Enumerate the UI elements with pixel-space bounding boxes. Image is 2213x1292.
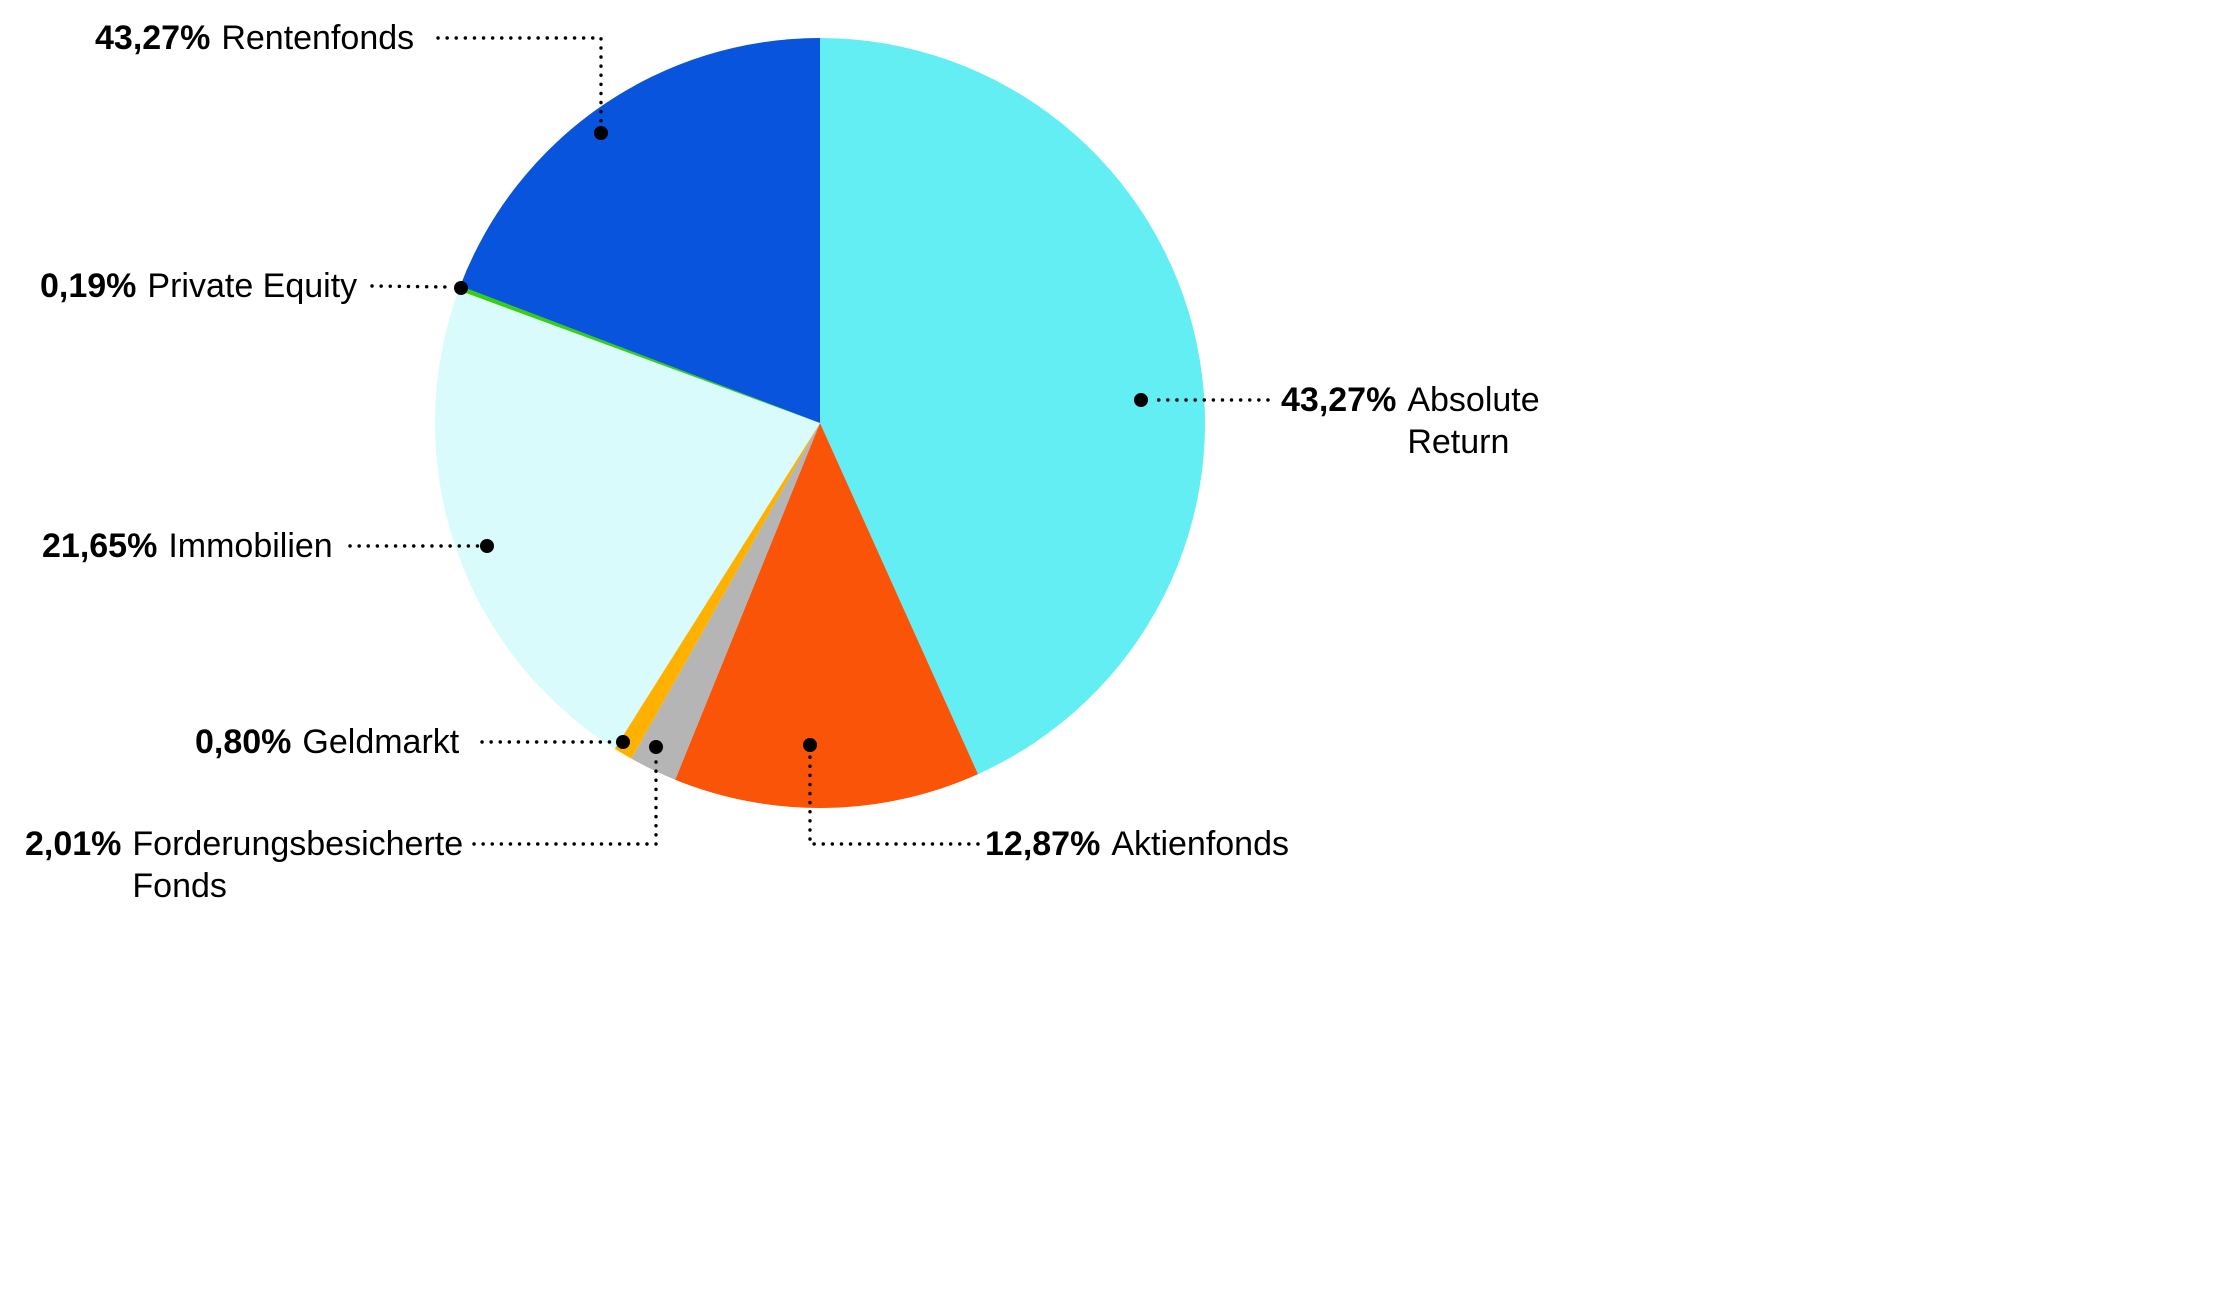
label-immobilien: 21,65% Immobilien bbox=[42, 525, 333, 567]
label-rentenfonds-name: Rentenfonds bbox=[221, 19, 415, 57]
label-absolute-return-name: Absolute Return bbox=[1407, 381, 1540, 461]
marker-dot-private-equity bbox=[454, 281, 468, 295]
marker-dot-rentenfonds bbox=[594, 126, 608, 140]
marker-dot-geldmarkt bbox=[616, 735, 630, 749]
pie-slice-absolute-return bbox=[820, 38, 1206, 775]
label-geldmarkt-name: Geldmarkt bbox=[302, 723, 460, 761]
label-private-equity: 0,19% Private Equity bbox=[40, 265, 357, 307]
label-forderungsbesicherte-pct: 2,01% bbox=[25, 825, 122, 863]
pie-slice-immobilien bbox=[435, 290, 820, 749]
leader-line-rentenfonds bbox=[436, 36, 603, 126]
pie-slice-rentenfonds bbox=[460, 37, 820, 423]
marker-dot-absolute-return bbox=[1134, 393, 1148, 407]
pie-slice-aktienfonds bbox=[675, 423, 978, 808]
leader-line-forderungsbesicherte-fonds bbox=[472, 753, 658, 846]
label-immobilien-pct: 21,65% bbox=[42, 527, 158, 565]
label-private-equity-name: Private Equity bbox=[147, 267, 358, 305]
label-aktienfonds: 12,87% Aktienfonds bbox=[985, 823, 1289, 865]
marker-dot-aktienfonds bbox=[803, 738, 817, 752]
label-private-equity-pct: 0,19% bbox=[40, 267, 137, 305]
pie-slice-geldmarkt bbox=[614, 423, 820, 759]
label-rentenfonds: 43,27% Rentenfonds bbox=[95, 17, 414, 59]
marker-dot-forderungsbesicherte-fonds bbox=[649, 740, 663, 754]
label-geldmarkt-pct: 0,80% bbox=[195, 723, 292, 761]
label-immobilien-name: Immobilien bbox=[168, 527, 333, 565]
pie-slice-forderungsbesicherte-fonds bbox=[631, 423, 820, 780]
leader-line-private-equity bbox=[370, 284, 453, 289]
label-geldmarkt: 0,80% Geldmarkt bbox=[195, 721, 459, 763]
marker-dot-immobilien bbox=[480, 539, 494, 553]
label-forderungsbesicherte-fonds: 2,01% Forderungsbesicherte Fonds bbox=[25, 823, 480, 907]
label-forderungsbesicherte-name: Forderungsbesicherte Fonds bbox=[132, 825, 464, 905]
label-absolute-return: 43,27% Absolute Return bbox=[1281, 379, 1562, 463]
label-aktienfonds-pct: 12,87% bbox=[985, 825, 1101, 863]
label-rentenfonds-pct: 43,27% bbox=[95, 19, 211, 57]
leader-line-aktienfonds bbox=[808, 751, 980, 846]
label-aktienfonds-name: Aktienfonds bbox=[1111, 825, 1289, 863]
pie-slice-private-equity bbox=[458, 286, 820, 423]
label-absolute-return-pct: 43,27% bbox=[1281, 381, 1397, 419]
